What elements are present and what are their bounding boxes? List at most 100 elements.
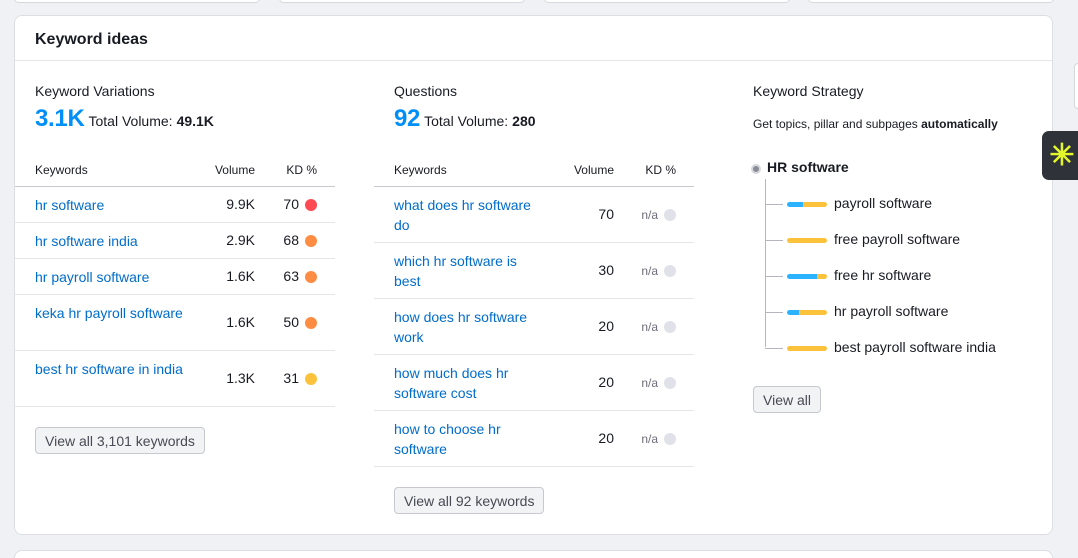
table-row: keka hr payroll software 1.6K 50 xyxy=(15,295,335,351)
tree-root-dot-icon xyxy=(751,164,761,174)
tree-item-topic[interactable]: hr payroll software xyxy=(834,303,949,319)
tree-root-topic[interactable]: HR software xyxy=(767,159,849,175)
volume-value: 1.3K xyxy=(226,370,255,386)
keyword-link[interactable]: how does hr software work xyxy=(394,309,528,345)
table-row: hr payroll software 1.6K 63 xyxy=(15,259,335,295)
keyword-strategy-section: Keyword Strategy Get topics, pillar and … xyxy=(751,61,1043,531)
keyword-link[interactable]: which hr software is best xyxy=(394,253,517,289)
volume-value: 1.6K xyxy=(226,314,255,330)
tree-branch xyxy=(765,276,783,277)
tree-item-topic[interactable]: free hr software xyxy=(834,267,932,283)
view-all-keywords-button[interactable]: View all 3,101 keywords xyxy=(35,427,205,454)
volume-value: 2.9K xyxy=(226,232,255,248)
next-card-stub xyxy=(14,550,1053,558)
variations-count[interactable]: 3.1K xyxy=(35,105,85,132)
intent-bar-segment xyxy=(787,238,827,243)
kd-value: n/a xyxy=(641,208,658,222)
questions-title: Questions xyxy=(394,83,458,99)
col-header-keywords: Keywords xyxy=(394,163,447,177)
card-header: Keyword ideas xyxy=(15,16,1052,61)
table-row: hr software india 2.9K 68 xyxy=(15,223,335,259)
kd-dot-icon xyxy=(305,373,317,385)
col-header-volume: Volume xyxy=(573,163,614,177)
tree-connector xyxy=(765,179,766,347)
variations-total-volume-label: Total Volume: xyxy=(88,113,173,129)
volume-value: 1.6K xyxy=(226,268,255,284)
questions-metric: 92 Total Volume: 280 xyxy=(394,105,536,133)
keyword-link[interactable]: hr software india xyxy=(35,233,138,249)
table-row: how to choose hr software 20 n/a xyxy=(374,411,694,467)
intent-bar-segment xyxy=(787,202,803,207)
keyword-link[interactable]: hr software xyxy=(35,197,105,213)
intent-bar xyxy=(787,346,827,351)
kd-value: n/a xyxy=(641,432,658,446)
intent-bar xyxy=(787,202,827,207)
kd-dot-icon xyxy=(664,209,676,221)
kd-value: n/a xyxy=(641,320,658,334)
intent-bar-segment xyxy=(803,202,827,207)
tree-branch xyxy=(765,348,783,349)
kd-dot-icon xyxy=(305,317,317,329)
view-all-strategy-button[interactable]: View all xyxy=(753,386,821,413)
table-row: best hr software in india 1.3K 31 xyxy=(15,351,335,407)
questions-total-volume: 280 xyxy=(512,113,536,129)
tree-item-topic[interactable]: payroll software xyxy=(834,195,933,211)
table-header: Keywords Volume KD % xyxy=(374,151,694,187)
variations-title: Keyword Variations xyxy=(35,83,155,99)
volume-value: 70 xyxy=(598,206,614,222)
view-all-questions-button[interactable]: View all 92 keywords xyxy=(394,487,545,514)
variations-metric: 3.1K Total Volume: 49.1K xyxy=(35,105,214,133)
col-header-kd: KD % xyxy=(645,163,676,177)
intent-bar-segment xyxy=(787,274,817,279)
keyword-link[interactable]: how to choose hr software xyxy=(394,421,501,457)
questions-section: Questions 92 Total Volume: 280 Keywords … xyxy=(374,61,714,531)
questions-count[interactable]: 92 xyxy=(394,105,421,132)
kd-dot-icon xyxy=(664,433,676,445)
kd-dot-icon xyxy=(664,377,676,389)
tree-item-topic[interactable]: best payroll software india xyxy=(834,339,996,355)
kd-value: 70 xyxy=(283,196,299,212)
keyword-link[interactable]: hr payroll software xyxy=(35,269,150,285)
keyword-link[interactable]: how much does hr software cost xyxy=(394,365,509,401)
variations-table: Keywords Volume KD % hr software 9.9K 70 hr… xyxy=(15,151,335,407)
kd-dot-icon xyxy=(305,235,317,247)
intent-bar xyxy=(787,310,827,315)
side-widget-button[interactable]: ✳ xyxy=(1042,131,1078,180)
col-header-keywords: Keywords xyxy=(35,163,88,177)
kd-dot-icon xyxy=(305,271,317,283)
questions-table: Keywords Volume KD % what does hr softwa… xyxy=(374,151,694,467)
kd-dot-icon xyxy=(305,199,317,211)
strategy-subtitle-text: Get topics, pillar and subpages xyxy=(753,117,918,131)
kd-value: 50 xyxy=(283,314,299,330)
table-row: how much does hr software cost 20 n/a xyxy=(374,355,694,411)
intent-bar xyxy=(787,274,827,279)
table-row: what does hr software do 70 n/a xyxy=(374,187,694,243)
kd-value: 31 xyxy=(283,370,299,386)
keyword-link[interactable]: best hr software in india xyxy=(35,361,183,377)
volume-value: 30 xyxy=(598,262,614,278)
intent-bar-segment xyxy=(799,310,827,315)
volume-value: 20 xyxy=(598,374,614,390)
table-row: which hr software is best 30 n/a xyxy=(374,243,694,299)
col-header-kd: KD % xyxy=(286,163,317,177)
intent-bar-segment xyxy=(787,310,799,315)
keyword-link[interactable]: keka hr payroll software xyxy=(35,305,183,321)
tree-branch xyxy=(765,312,783,313)
tree-item-topic[interactable]: free payroll software xyxy=(834,231,961,247)
tree-branch xyxy=(765,204,783,205)
keyword-link[interactable]: what does hr software do xyxy=(394,197,531,233)
right-edge-tab[interactable] xyxy=(1074,63,1078,109)
keyword-ideas-card: Keyword ideas Keyword Variations 3.1K To… xyxy=(14,15,1053,535)
volume-value: 20 xyxy=(598,430,614,446)
table-header: Keywords Volume KD % xyxy=(15,151,335,187)
strategy-title: Keyword Strategy xyxy=(753,83,864,99)
kd-value: n/a xyxy=(641,376,658,390)
tree-branch xyxy=(765,240,783,241)
kd-dot-icon xyxy=(664,321,676,333)
col-header-volume: Volume xyxy=(214,163,255,177)
strategy-subtitle: Get topics, pillar and subpages automati… xyxy=(753,117,998,131)
table-row: how does hr software work 20 n/a xyxy=(374,299,694,355)
questions-total-volume-label: Total Volume: xyxy=(424,113,509,129)
table-row: hr software 9.9K 70 xyxy=(15,187,335,223)
intent-bar-segment xyxy=(787,346,827,351)
